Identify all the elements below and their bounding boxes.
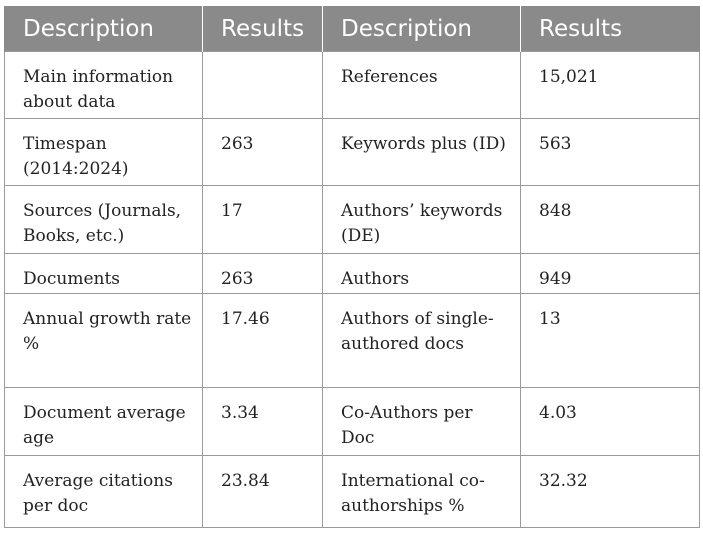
table-cell: 3.34 xyxy=(202,387,323,456)
header-results-left: Results xyxy=(202,6,323,52)
table-row: Sources (Journals, Books, etc.) 17 Autho… xyxy=(4,185,700,254)
table-cell: 23.84 xyxy=(202,455,323,528)
table-cell: 949 xyxy=(520,253,700,294)
table-cell: Timespan (2014:2024) xyxy=(4,118,203,186)
table-header-row: Description Results Description Results xyxy=(4,6,700,52)
table-cell: Average citations per doc xyxy=(4,455,203,528)
table-cell: Authors’ keywords (DE) xyxy=(322,185,521,254)
table-row: Document average age 3.34 Co-Authors per… xyxy=(4,387,700,456)
table-cell: 563 xyxy=(520,118,700,186)
header-results-right: Results xyxy=(520,6,700,52)
table-cell: Document average age xyxy=(4,387,203,456)
table-cell: 32.32 xyxy=(520,455,700,528)
table-row: Main information about data References 1… xyxy=(4,51,700,119)
table-cell: Keywords plus (ID) xyxy=(322,118,521,186)
table-cell: International co-authorships % xyxy=(322,455,521,528)
table-cell: Sources (Journals, Books, etc.) xyxy=(4,185,203,254)
table-cell: 17.46 xyxy=(202,293,323,388)
table-row: Average citations per doc 23.84 Internat… xyxy=(4,455,700,528)
table-cell: 263 xyxy=(202,118,323,186)
table-row: Annual growth rate % 17.46 Authors of si… xyxy=(4,293,700,388)
summary-table: Description Results Description Results … xyxy=(4,6,700,528)
table-row: Documents 263 Authors 949 xyxy=(4,253,700,294)
table-cell xyxy=(202,51,323,119)
table-cell: Authors xyxy=(322,253,521,294)
table-cell: Authors of single-authored docs xyxy=(322,293,521,388)
summary-table-container: Description Results Description Results … xyxy=(4,6,700,528)
table-cell: 17 xyxy=(202,185,323,254)
table-cell: Annual growth rate % xyxy=(4,293,203,388)
table-cell: References xyxy=(322,51,521,119)
table-cell: 263 xyxy=(202,253,323,294)
table-cell: 15,021 xyxy=(520,51,700,119)
table-cell: Co-Authors per Doc xyxy=(322,387,521,456)
header-description-left: Description xyxy=(4,6,203,52)
table-cell: Main information about data xyxy=(4,51,203,119)
table-cell: 848 xyxy=(520,185,700,254)
header-description-right: Description xyxy=(322,6,521,52)
table-row: Timespan (2014:2024) 263 Keywords plus (… xyxy=(4,118,700,186)
table-cell: 4.03 xyxy=(520,387,700,456)
table-cell: 13 xyxy=(520,293,700,388)
table-cell: Documents xyxy=(4,253,203,294)
